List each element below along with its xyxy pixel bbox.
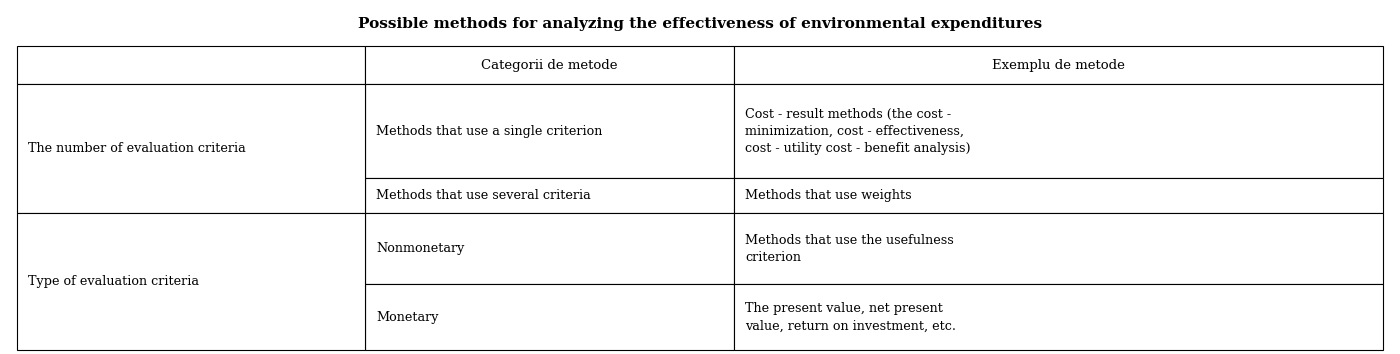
Text: Methods that use weights: Methods that use weights (745, 189, 911, 202)
Bar (365, 46, 734, 84)
Text: Exemplu de metode: Exemplu de metode (993, 58, 1126, 72)
Text: Categorii de metode: Categorii de metode (482, 58, 617, 72)
Bar (17, 46, 365, 84)
Text: Cost - result methods (the cost -
minimization, cost - effectiveness,
cost - uti: Cost - result methods (the cost - minimi… (745, 108, 972, 155)
Text: The present value, net present
value, return on investment, etc.: The present value, net present value, re… (745, 302, 956, 332)
Text: Methods that use the usefulness
criterion: Methods that use the usefulness criterio… (745, 234, 955, 264)
Bar (734, 178, 1383, 213)
Bar (365, 284, 734, 350)
Bar (734, 46, 1383, 84)
Bar (365, 213, 734, 284)
Bar (17, 213, 365, 350)
Bar (365, 178, 734, 213)
Text: Type of evaluation criteria: Type of evaluation criteria (28, 275, 199, 288)
Text: Methods that use several criteria: Methods that use several criteria (377, 189, 591, 202)
Bar (365, 84, 734, 178)
Text: Methods that use a single criterion: Methods that use a single criterion (377, 125, 603, 138)
Bar (734, 284, 1383, 350)
Text: Possible methods for analyzing the effectiveness of environmental expenditures: Possible methods for analyzing the effec… (358, 17, 1042, 31)
Bar (734, 84, 1383, 178)
Text: The number of evaluation criteria: The number of evaluation criteria (28, 142, 246, 155)
Bar (17, 84, 365, 213)
Bar (734, 213, 1383, 284)
Text: Nonmonetary: Nonmonetary (377, 242, 465, 255)
Text: Monetary: Monetary (377, 311, 440, 324)
